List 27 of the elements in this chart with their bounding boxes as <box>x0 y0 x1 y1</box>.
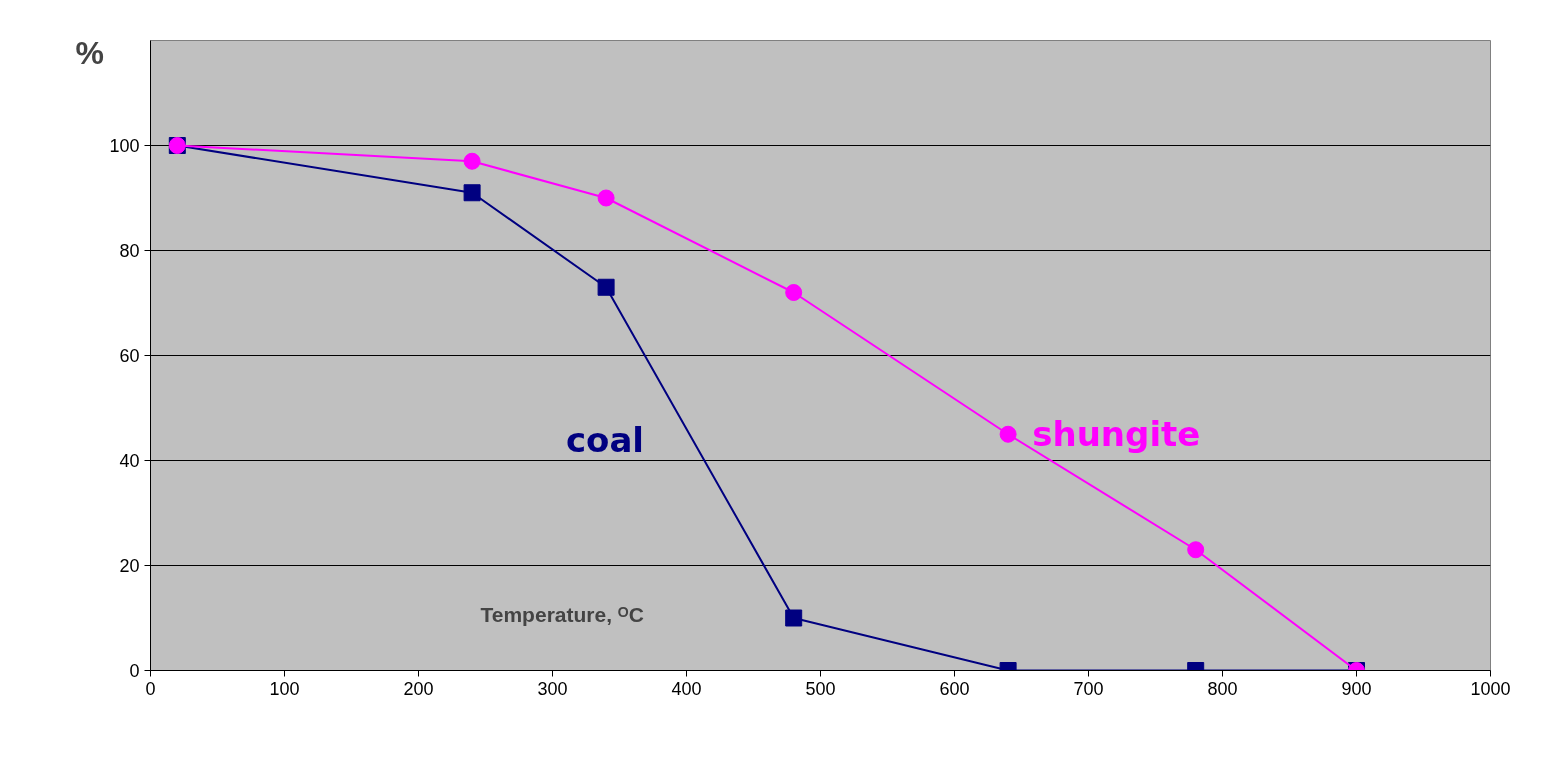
x-tick-label: 600 <box>939 678 970 699</box>
y-tick-label: 100 <box>109 136 140 156</box>
x-tick-label: 100 <box>269 678 300 699</box>
series-label: shungite <box>1032 414 1201 455</box>
x-tick-label: 1000 <box>1470 678 1511 699</box>
y-tick-label: 20 <box>119 556 140 576</box>
point <box>597 278 615 296</box>
y-tick-label: 60 <box>119 346 140 366</box>
x-tick-label: 200 <box>403 678 434 699</box>
x-tick-label: 900 <box>1341 678 1372 699</box>
point <box>463 152 481 170</box>
point <box>999 425 1017 443</box>
point <box>463 184 481 202</box>
x-tick-label: 300 <box>537 678 568 699</box>
series-label: coal <box>565 419 645 460</box>
point <box>785 284 803 301</box>
point <box>597 189 615 207</box>
y-tick-label: 40 <box>119 451 140 471</box>
y-tick-label: 0 <box>129 661 140 681</box>
x-tick-label: 400 <box>671 678 702 699</box>
y-axis-title: % <box>75 34 104 71</box>
x-axis-title: Temperature, ᴼC <box>480 602 644 626</box>
y-tick-label: 80 <box>119 241 140 261</box>
x-tick-label: 700 <box>1073 678 1104 699</box>
x-tick-label: 500 <box>805 678 836 699</box>
x-tick-label: 0 <box>145 678 156 699</box>
x-tick-label: 800 <box>1207 678 1238 699</box>
